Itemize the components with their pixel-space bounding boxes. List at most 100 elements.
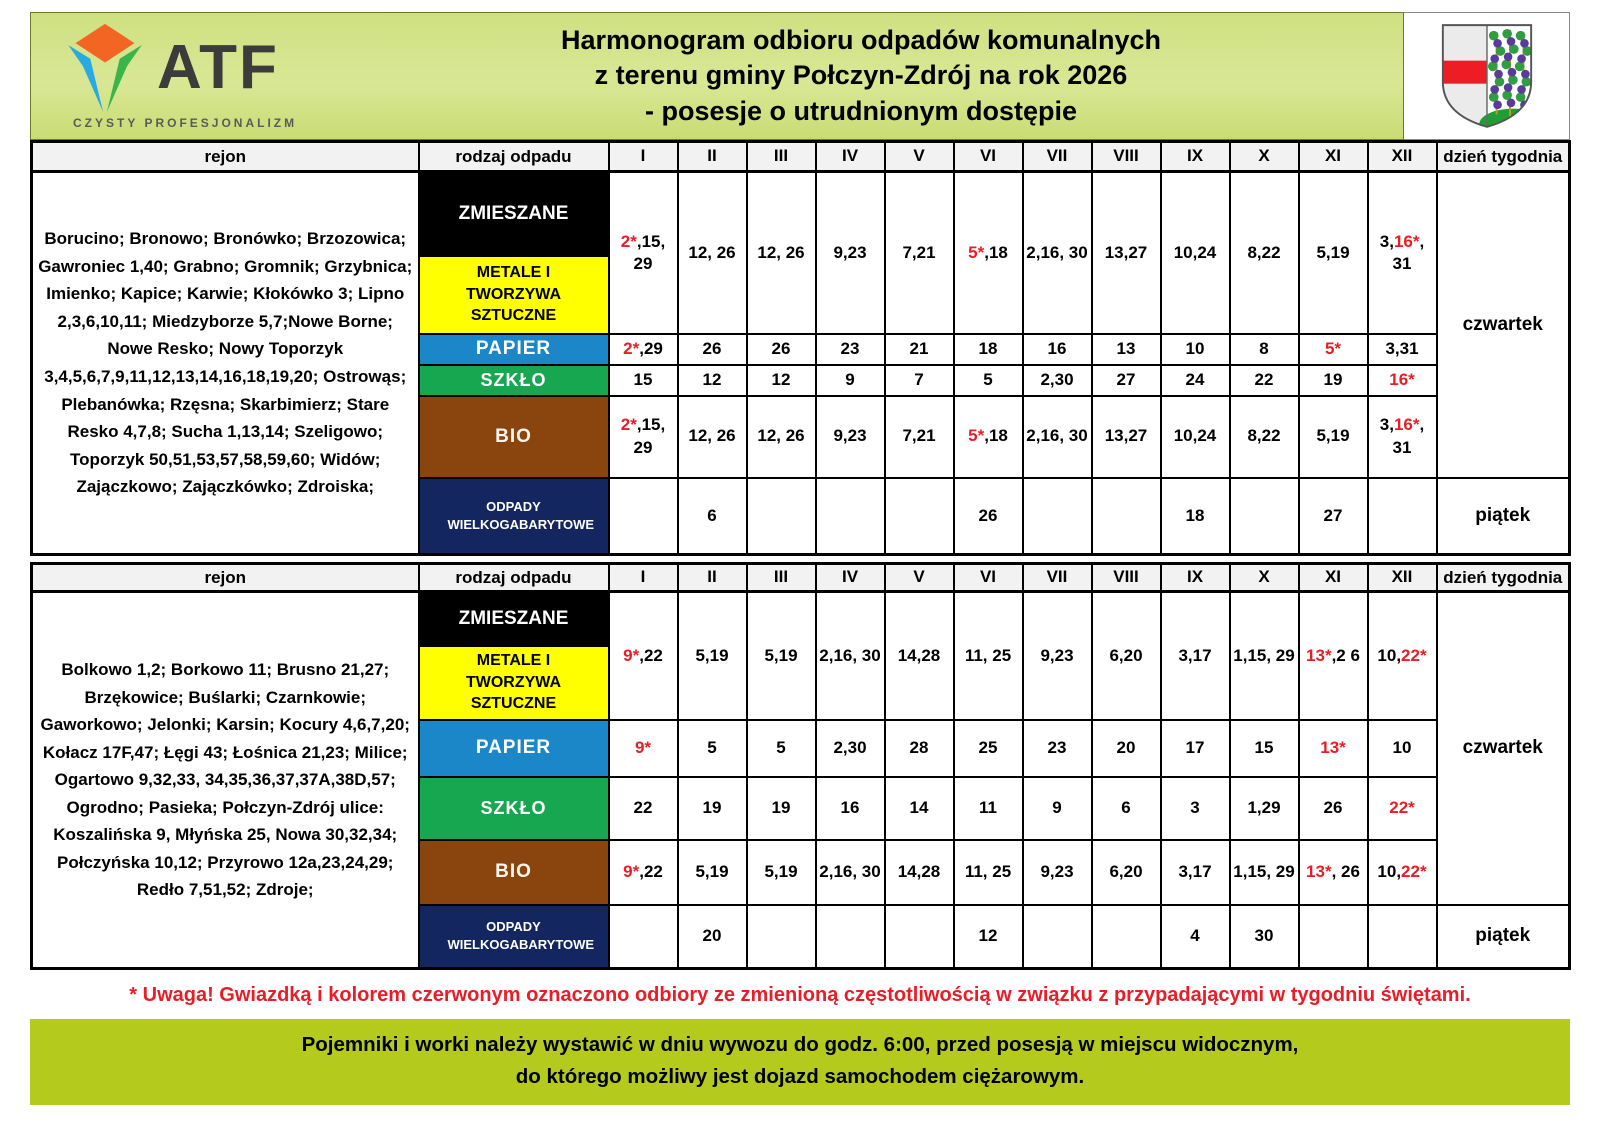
- logo-tagline: CZYSTY PROFESJONALIZM: [73, 116, 298, 130]
- date-cell: 5,19: [745, 838, 817, 906]
- date-cell: 16: [814, 775, 886, 841]
- date-cell: 3,31: [1366, 332, 1438, 366]
- date-cell: 1,15, 29: [1228, 838, 1300, 906]
- date-cell: 8,22: [1228, 394, 1300, 479]
- month-header-cell: XII: [1366, 562, 1438, 593]
- date-cell: 9,23: [814, 170, 886, 335]
- date-cell: 8,22: [1228, 170, 1300, 335]
- logo-text: ATF: [157, 33, 279, 102]
- date-cell: 28: [883, 718, 955, 778]
- date-cell: 9: [814, 363, 886, 397]
- page-title: Harmonogram odbioru odpadów komunalnych …: [319, 23, 1403, 128]
- month-header-cell: XI: [1297, 562, 1369, 593]
- date-cell: 13,27: [1090, 170, 1162, 335]
- date-cell: 11, 25: [952, 838, 1024, 906]
- weekday-bulky: piątek: [1435, 476, 1571, 556]
- weekday-main: czwartek: [1435, 590, 1571, 906]
- date-cell: 1,29: [1228, 775, 1300, 841]
- date-cell: 5*,18: [952, 170, 1024, 335]
- date-cell: 20: [676, 903, 748, 970]
- waste-label-papier: PAPIER: [417, 718, 610, 778]
- date-cell: 12: [952, 903, 1024, 970]
- date-cell: 5,19: [676, 838, 748, 906]
- date-cell: [607, 476, 679, 556]
- date-cell: 18: [952, 332, 1024, 366]
- date-cell: 5,19: [1297, 170, 1369, 335]
- month-header-cell: I: [607, 562, 679, 593]
- date-cell: 1,15, 29: [1228, 590, 1300, 721]
- date-cell: [607, 903, 679, 970]
- date-cell: 20: [1090, 718, 1162, 778]
- date-cell: 2*,29: [607, 332, 679, 366]
- date-cell: 2,16, 30: [1021, 170, 1093, 335]
- date-cell: 10,22*: [1366, 590, 1438, 721]
- date-cell: 19: [676, 775, 748, 841]
- title-line-3: - posesje o utrudnionym dostępie: [644, 95, 1078, 126]
- date-cell: 9*,22: [607, 590, 679, 721]
- date-cell: 23: [814, 332, 886, 366]
- waste-label-papier: PAPIER: [417, 332, 610, 366]
- date-cell: 12: [745, 363, 817, 397]
- month-header-cell: IV: [814, 562, 886, 593]
- date-cell: 2*,15, 29: [607, 394, 679, 479]
- date-cell: 13*: [1297, 718, 1369, 778]
- month-header-cell: V: [883, 140, 955, 173]
- date-cell: 2,30: [814, 718, 886, 778]
- date-cell: 6: [1090, 775, 1162, 841]
- date-cell: 5: [745, 718, 817, 778]
- atf-logo: ATF CZYSTY PROFESJONALIZM: [31, 22, 319, 130]
- bottom-banner: Pojemniki i worki należy wystawić w dniu…: [30, 1019, 1570, 1105]
- weekday-header: dzień tygodnia: [1435, 140, 1571, 173]
- date-cell: 22*: [1366, 775, 1438, 841]
- month-header-cell: IX: [1159, 140, 1231, 173]
- date-cell: 27: [1090, 363, 1162, 397]
- date-cell: 5*: [1297, 332, 1369, 366]
- date-cell: 9: [1021, 775, 1093, 841]
- date-cell: 9*: [607, 718, 679, 778]
- waste-label-zmieszane: ZMIESZANE: [417, 170, 610, 257]
- atf-diamond-icon: [68, 23, 142, 113]
- month-header-cell: II: [676, 140, 748, 173]
- month-header-cell: XI: [1297, 140, 1369, 173]
- date-cell: 26: [1297, 775, 1369, 841]
- date-cell: 24: [1159, 363, 1231, 397]
- date-cell: 3: [1159, 775, 1231, 841]
- waste-label-szklo: SZKŁO: [417, 363, 610, 397]
- date-cell: [883, 903, 955, 970]
- date-cell: [1228, 476, 1300, 556]
- month-header-cell: I: [607, 140, 679, 173]
- date-cell: 7,21: [883, 394, 955, 479]
- date-cell: 14,28: [883, 838, 955, 906]
- schedule-table-2: rejon rodzaj odpadu I II III IV V VI VII VIII IX…: [30, 562, 1571, 970]
- date-cell: 3,16*, 31: [1366, 170, 1438, 335]
- month-header-cell: VII: [1021, 140, 1093, 173]
- coat-of-arms-icon: [1441, 24, 1532, 128]
- date-cell: 12, 26: [745, 170, 817, 335]
- crest-box: [1404, 12, 1570, 140]
- date-cell: [745, 476, 817, 556]
- month-header-cell: II: [676, 562, 748, 593]
- header: ATF CZYSTY PROFESJONALIZM Harmonogram od…: [30, 12, 1570, 140]
- date-cell: 13: [1090, 332, 1162, 366]
- month-header-cell: IX: [1159, 562, 1231, 593]
- date-cell: 14,28: [883, 590, 955, 721]
- date-cell: 30: [1228, 903, 1300, 970]
- waste-label-metale: METALE I TWORZYWA SZTUCZNE: [417, 644, 610, 721]
- weekday-bulky: piątek: [1435, 903, 1571, 970]
- banner-line-2: do którego możliwy jest dojazd samochode…: [515, 1064, 1085, 1088]
- date-cell: 10,24: [1159, 170, 1231, 335]
- date-cell: 5: [952, 363, 1024, 397]
- holiday-note: * Uwaga! Gwiazdką i kolorem czerwonym oz…: [30, 970, 1570, 1019]
- date-cell: 16*: [1366, 363, 1438, 397]
- date-cell: 6,20: [1090, 838, 1162, 906]
- date-cell: 5,19: [1297, 394, 1369, 479]
- month-header-cell: VI: [952, 562, 1024, 593]
- date-cell: 23: [1021, 718, 1093, 778]
- date-cell: 22: [1228, 363, 1300, 397]
- date-cell: 5,19: [745, 590, 817, 721]
- date-cell: [814, 903, 886, 970]
- date-cell: 4: [1159, 903, 1231, 970]
- date-cell: 12, 26: [676, 394, 748, 479]
- waste-label-szklo: SZKŁO: [417, 775, 610, 841]
- date-cell: 13*, 26: [1297, 838, 1369, 906]
